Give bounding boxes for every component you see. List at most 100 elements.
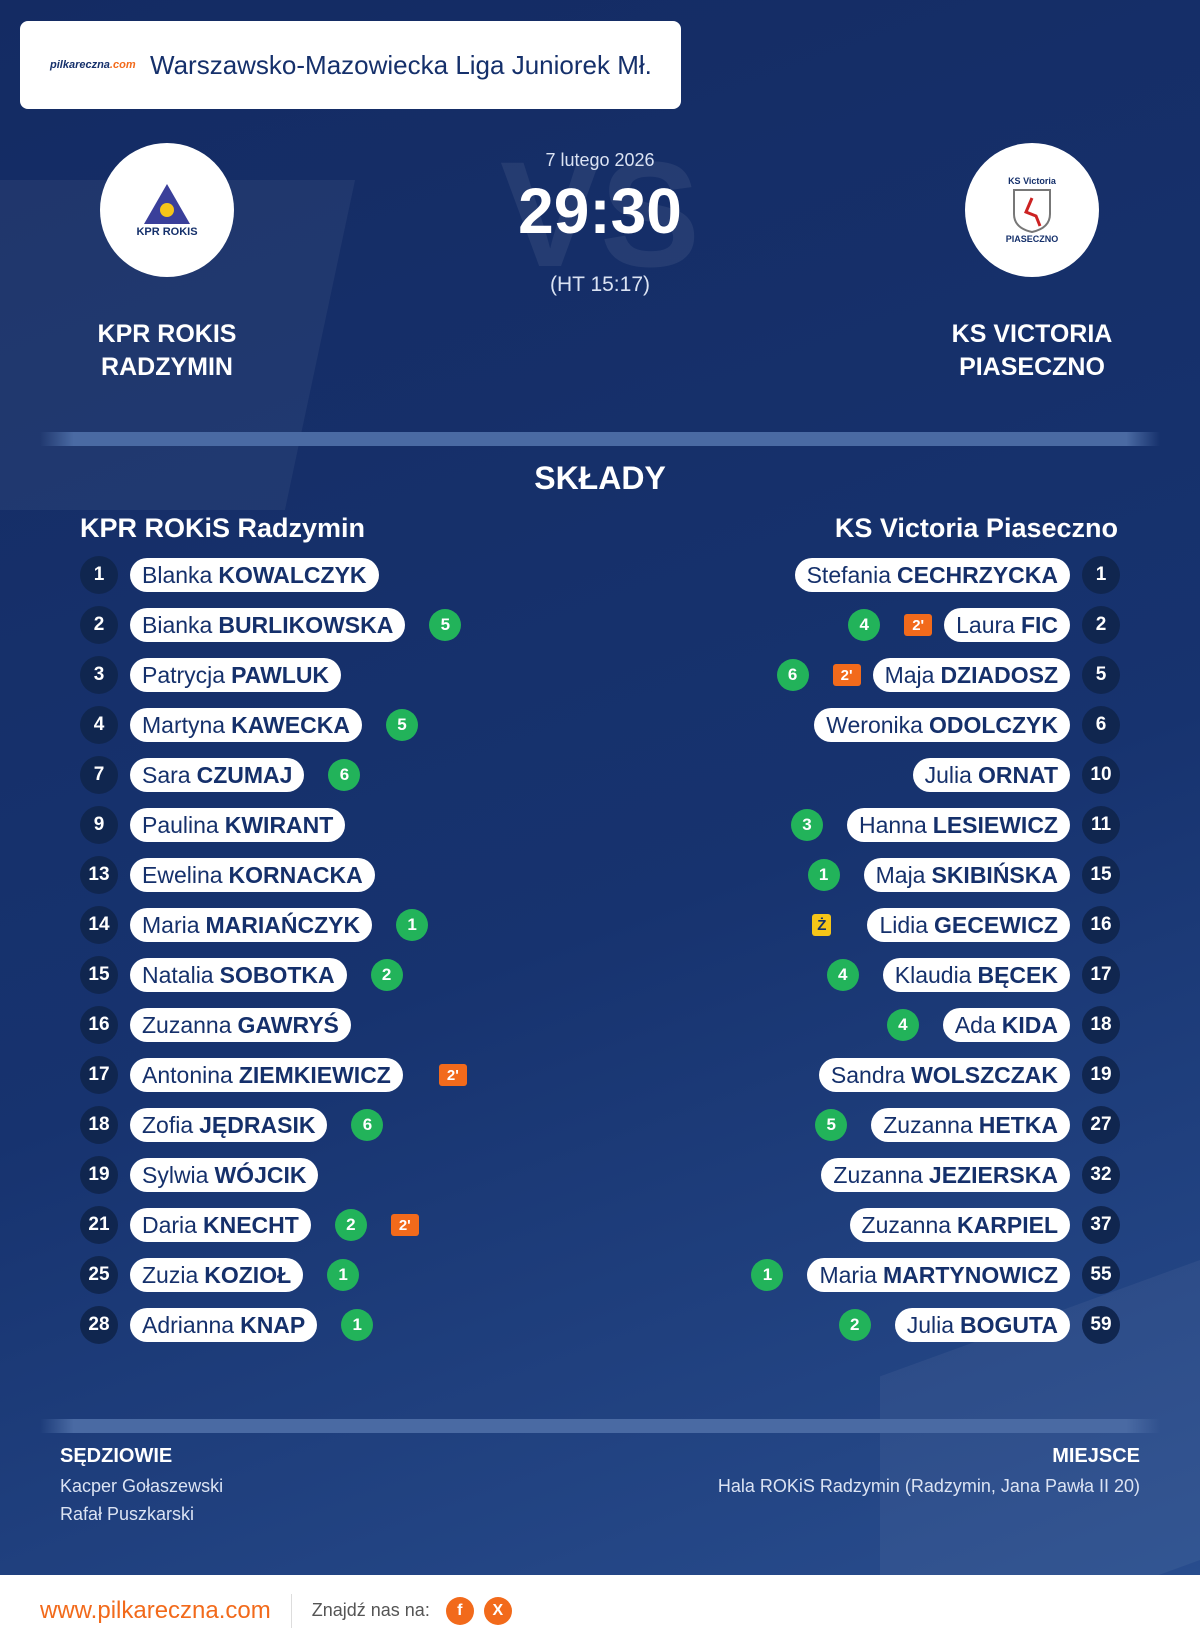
social-icon[interactable]: X — [483, 1596, 512, 1625]
first-name: Maja — [884, 661, 935, 688]
player-name: Bianka BURLIKOWSKA — [130, 608, 406, 642]
venue: Hala ROKiS Radzymin (Radzymin, Jana Pawł… — [717, 1476, 1140, 1496]
first-name: Laura — [956, 611, 1015, 638]
last-name: DZIADOSZ — [940, 661, 1058, 688]
shirt-number: 17 — [1082, 956, 1120, 994]
goals: 3 — [790, 809, 823, 841]
last-name: SKIBIŃSKA — [931, 861, 1058, 888]
player-row: 5 Maja DZIADOSZ 2' 6 — [765, 656, 1120, 694]
first-name: Maja — [875, 861, 926, 888]
goals: 6 — [351, 1109, 384, 1141]
first-name: Hanna — [858, 811, 927, 838]
home-name: KPR ROKIS RADZYMIN — [37, 318, 297, 384]
player-name: Zofia JĘDRASIK — [130, 1108, 328, 1142]
first-name: Ewelina — [142, 861, 223, 888]
player-name: Maria MARIAŃCZYK — [130, 908, 373, 942]
last-name: JEZIERSKA — [928, 1161, 1058, 1188]
last-name: WÓJCIK — [214, 1161, 307, 1188]
last-name: MARTYNOWICZ — [882, 1261, 1058, 1288]
website[interactable]: www.pilkareczna.com — [40, 1596, 271, 1624]
player-row: 19 Sandra WOLSZCZAK — [818, 1056, 1120, 1094]
player-name: Sylwia WÓJCIK — [130, 1158, 319, 1192]
card-badge: 2' — [832, 664, 861, 686]
logo-text: pilkareczna — [50, 59, 110, 71]
shirt-number: 17 — [80, 1056, 118, 1094]
player-row: 37 Zuzanna KARPIEL — [849, 1206, 1120, 1244]
player-name: Weronika ODOLCZYK — [814, 708, 1070, 742]
follow-label: Znajdź nas na: — [311, 1600, 430, 1620]
last-name: LESIEWICZ — [932, 811, 1058, 838]
league-name: Warszawsko-Mazowiecka Liga Juniorek Mł. — [150, 49, 652, 80]
player-row: 2 Laura FIC 2' 4 — [836, 606, 1120, 644]
shirt-number: 25 — [80, 1256, 118, 1294]
shirt-number: 15 — [1082, 856, 1120, 894]
shirt-number: 2 — [1082, 606, 1120, 644]
away-name: KS VICTORIA PIASECZNO — [902, 318, 1162, 384]
last-name: KOWALCZYK — [218, 561, 367, 588]
first-name: Zuzanna — [833, 1161, 923, 1188]
last-name: ODOLCZYK — [928, 711, 1058, 738]
player-name: Maria MARTYNOWICZ — [807, 1258, 1070, 1292]
name-line: PIASECZNO — [959, 353, 1105, 381]
footer: www.pilkareczna.com Znajdź nas na: f X — [0, 1575, 1200, 1646]
player-name: Maja SKIBIŃSKA — [863, 858, 1070, 892]
home-logo: KPR ROKIS — [100, 143, 234, 277]
last-name: CECHRZYCKA — [897, 561, 1058, 588]
last-name: KIDA — [1001, 1011, 1058, 1038]
player-row: 16 Zuzanna GAWRYŚ — [80, 1006, 351, 1044]
player-row: 16 Lidia GECEWICZ Ż — [812, 906, 1120, 944]
goals: 2 — [334, 1209, 367, 1241]
shirt-number: 1 — [80, 556, 118, 594]
goals: 4 — [848, 609, 881, 641]
official: Rafał Puszkarski — [60, 1504, 195, 1524]
last-name: BURLIKOWSKA — [218, 611, 394, 638]
first-name: Sylwia — [142, 1161, 209, 1188]
player-row: 15 Natalia SOBOTKA 2 — [80, 956, 415, 994]
last-name: ORNAT — [977, 761, 1058, 788]
shirt-number: 14 — [80, 906, 118, 944]
player-name: Klaudia BĘCEK — [882, 958, 1070, 992]
logo-text: KPR ROKIS — [136, 226, 198, 238]
first-name: Stefania — [806, 561, 891, 588]
goals: 1 — [327, 1259, 360, 1291]
goals: 1 — [807, 859, 840, 891]
match-date: 7 lutego 2026 — [545, 150, 655, 170]
last-name: GAWRYŚ — [237, 1011, 339, 1038]
last-name: KORNACKA — [228, 861, 363, 888]
card-badge: 2' — [904, 614, 933, 636]
player-name: Sandra WOLSZCZAK — [818, 1058, 1070, 1092]
player-row: 28 Adrianna KNAP 1 — [80, 1306, 385, 1344]
social-icon[interactable]: f — [445, 1596, 474, 1625]
shirt-number: 5 — [1082, 656, 1120, 694]
last-name: WOLSZCZAK — [911, 1061, 1058, 1088]
player-row: 19 Sylwia WÓJCIK — [80, 1156, 319, 1194]
away-logo: KS Victoria PIASECZNO — [965, 143, 1099, 277]
shirt-number: 19 — [80, 1156, 118, 1194]
shirt-number: 3 — [80, 656, 118, 694]
shirt-number: 32 — [1082, 1156, 1120, 1194]
player-name: Hanna LESIEWICZ — [846, 808, 1070, 842]
player-row: 55 Maria MARTYNOWICZ 1 — [739, 1256, 1120, 1294]
divider — [40, 1419, 1160, 1433]
last-name: JĘDRASIK — [199, 1111, 316, 1138]
player-row: 27 Zuzanna HETKA 5 — [803, 1106, 1120, 1144]
shirt-number: 7 — [80, 756, 118, 794]
player-row: 17 Klaudia BĘCEK 4 — [815, 956, 1120, 994]
goals: 2 — [370, 959, 403, 991]
player-row: 59 Julia BOGUTA 2 — [827, 1306, 1120, 1344]
goals: 5 — [815, 1109, 848, 1141]
first-name: Zofia — [142, 1111, 194, 1138]
player-name: Blanka KOWALCZYK — [130, 558, 379, 592]
last-name: MARIAŃCZYK — [205, 911, 361, 938]
first-name: Zuzia — [142, 1261, 199, 1288]
league-card: pilkareczna.com Warszawsko-Mazowiecka Li… — [20, 21, 681, 109]
logo-text: KS Victoria — [1008, 176, 1056, 186]
first-name: Julia — [924, 761, 972, 788]
first-name: Zuzanna — [883, 1111, 973, 1138]
first-name: Bianka — [142, 611, 213, 638]
first-name: Paulina — [142, 811, 219, 838]
player-row: 25 Zuzia KOZIOŁ 1 — [80, 1256, 371, 1294]
goals: 5 — [429, 609, 462, 641]
card-badge: Ż — [812, 914, 832, 936]
